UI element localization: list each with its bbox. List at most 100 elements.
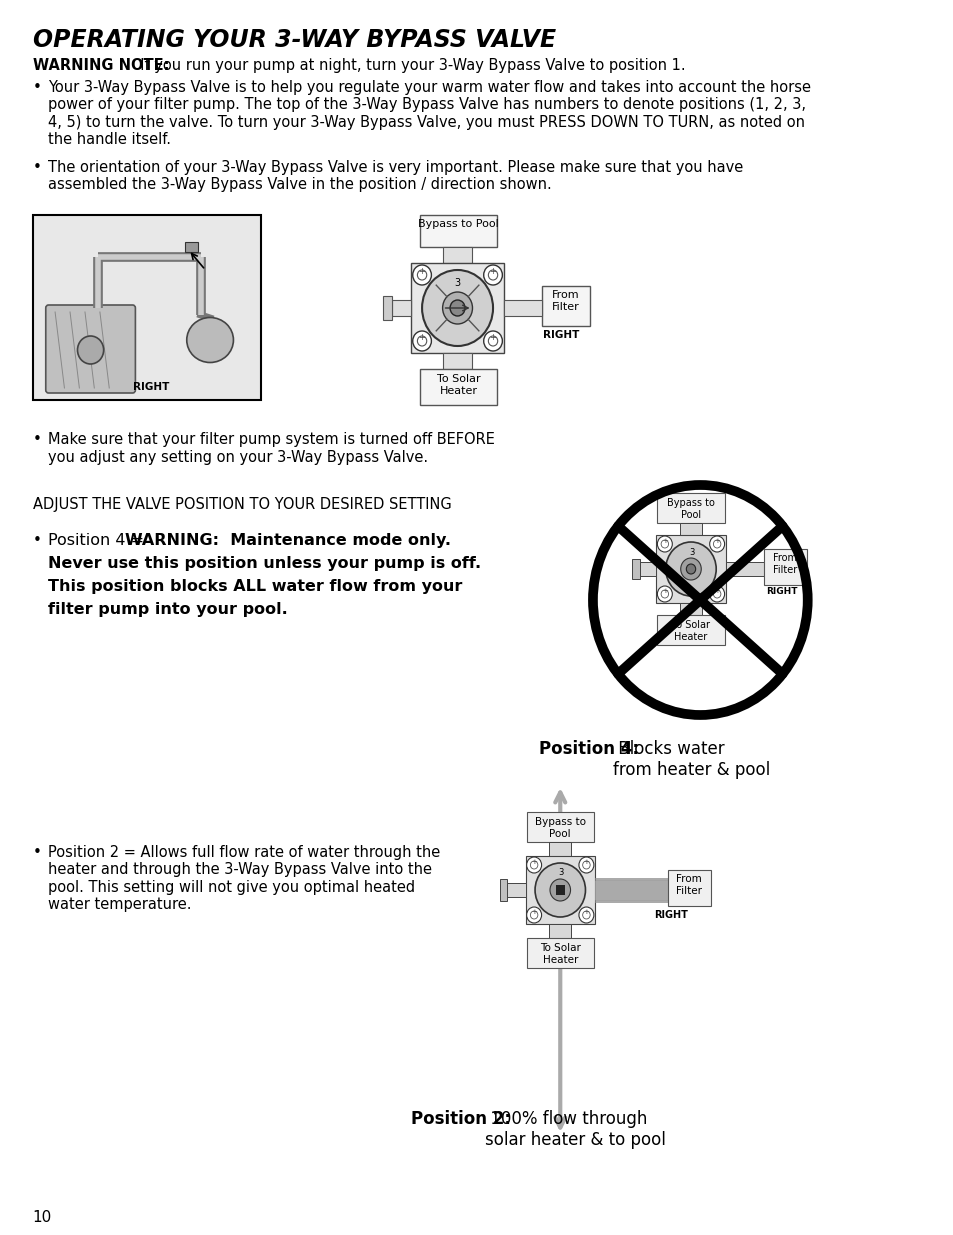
Text: +: + bbox=[531, 860, 537, 864]
Text: 3: 3 bbox=[558, 868, 563, 877]
Text: RIGHT: RIGHT bbox=[543, 330, 579, 340]
Bar bbox=[656, 535, 725, 603]
FancyBboxPatch shape bbox=[657, 493, 724, 522]
Circle shape bbox=[526, 857, 541, 873]
Text: +: + bbox=[531, 909, 537, 915]
FancyBboxPatch shape bbox=[526, 939, 594, 968]
Text: +: + bbox=[661, 588, 667, 594]
Text: ADJUST THE VALVE POSITION TO YOUR DESIRED SETTING: ADJUST THE VALVE POSITION TO YOUR DESIRE… bbox=[32, 496, 451, 513]
Circle shape bbox=[578, 857, 594, 873]
Circle shape bbox=[578, 906, 594, 923]
Circle shape bbox=[421, 270, 493, 346]
Text: •: • bbox=[32, 80, 42, 95]
Circle shape bbox=[483, 266, 502, 285]
Bar bbox=[549, 842, 571, 856]
Text: To Solar
Heater: To Solar Heater bbox=[671, 620, 709, 642]
Circle shape bbox=[680, 558, 700, 580]
FancyBboxPatch shape bbox=[541, 287, 590, 326]
Circle shape bbox=[709, 536, 724, 552]
Bar bbox=[442, 353, 472, 369]
Text: Never use this position unless your pump is off.: Never use this position unless your pump… bbox=[48, 556, 480, 571]
Text: •: • bbox=[32, 845, 42, 860]
Bar bbox=[525, 856, 594, 924]
Text: +: + bbox=[714, 588, 720, 594]
Text: From
Filter: From Filter bbox=[676, 874, 701, 895]
Circle shape bbox=[550, 879, 570, 902]
Text: From
Filter: From Filter bbox=[772, 553, 797, 574]
Text: +: + bbox=[418, 332, 425, 342]
Text: 10: 10 bbox=[32, 1210, 51, 1225]
Bar bbox=[555, 885, 564, 895]
Text: Bypass to Pool: Bypass to Pool bbox=[417, 219, 498, 228]
Bar bbox=[679, 522, 701, 535]
Circle shape bbox=[450, 300, 464, 316]
Text: Make sure that your filter pump system is turned off BEFORE: Make sure that your filter pump system i… bbox=[48, 432, 494, 447]
Circle shape bbox=[685, 564, 695, 574]
Bar bbox=[32, 215, 261, 400]
Text: RIGHT: RIGHT bbox=[765, 587, 797, 597]
Ellipse shape bbox=[187, 317, 233, 363]
Text: •: • bbox=[32, 432, 42, 447]
Bar bbox=[504, 300, 541, 316]
Circle shape bbox=[593, 485, 807, 715]
Text: OPERATING YOUR 3-WAY BYPASS VALVE: OPERATING YOUR 3-WAY BYPASS VALVE bbox=[32, 28, 556, 52]
Text: +: + bbox=[583, 860, 589, 864]
FancyBboxPatch shape bbox=[419, 215, 497, 247]
Bar bbox=[679, 603, 701, 615]
Bar bbox=[632, 559, 639, 579]
Text: To Solar
Heater: To Solar Heater bbox=[539, 944, 580, 965]
Text: +: + bbox=[418, 267, 425, 275]
Text: From
Filter: From Filter bbox=[552, 290, 579, 311]
Bar bbox=[411, 263, 504, 353]
Circle shape bbox=[483, 331, 502, 351]
Text: RIGHT: RIGHT bbox=[132, 382, 169, 391]
Text: Your 3-Way Bypass Valve is to help you regulate your warm water flow and takes i: Your 3-Way Bypass Valve is to help you r… bbox=[48, 80, 810, 147]
Bar bbox=[392, 300, 411, 316]
FancyBboxPatch shape bbox=[667, 869, 710, 906]
Text: RIGHT: RIGHT bbox=[653, 910, 687, 920]
Text: +: + bbox=[489, 332, 496, 342]
Text: 3: 3 bbox=[455, 278, 460, 288]
Text: +: + bbox=[489, 267, 496, 275]
Text: Bypass to
Pool: Bypass to Pool bbox=[535, 818, 585, 839]
Bar bbox=[382, 296, 392, 320]
Text: Bypass to
Pool: Bypass to Pool bbox=[666, 498, 714, 520]
Text: If you run your pump at night, turn your 3-Way Bypass Valve to position 1.: If you run your pump at night, turn your… bbox=[131, 58, 684, 73]
Bar bbox=[185, 242, 198, 252]
Text: Position 4:: Position 4: bbox=[538, 740, 639, 758]
Circle shape bbox=[442, 291, 472, 324]
Text: +: + bbox=[661, 538, 667, 543]
Circle shape bbox=[657, 585, 672, 601]
Circle shape bbox=[709, 585, 724, 601]
Bar bbox=[639, 562, 656, 576]
Text: This position blocks ALL water flow from your: This position blocks ALL water flow from… bbox=[48, 579, 461, 594]
Bar bbox=[506, 883, 525, 897]
FancyBboxPatch shape bbox=[419, 369, 497, 405]
Text: you adjust any setting on your 3-Way Bypass Valve.: you adjust any setting on your 3-Way Byp… bbox=[48, 450, 427, 466]
Text: filter pump into your pool.: filter pump into your pool. bbox=[48, 601, 287, 618]
Bar bbox=[594, 876, 667, 904]
Text: Position 4 =: Position 4 = bbox=[48, 534, 149, 548]
Text: Position 2 = Allows full flow rate of water through the
heater and through the 3: Position 2 = Allows full flow rate of wa… bbox=[48, 845, 439, 913]
Bar bbox=[725, 562, 763, 576]
Text: 3: 3 bbox=[688, 548, 694, 557]
Text: 100% flow through
solar heater & to pool: 100% flow through solar heater & to pool bbox=[484, 1110, 665, 1149]
Text: The orientation of your 3-Way Bypass Valve is very important. Please make sure t: The orientation of your 3-Way Bypass Val… bbox=[48, 161, 742, 193]
Circle shape bbox=[413, 266, 431, 285]
Text: +: + bbox=[714, 538, 720, 543]
Circle shape bbox=[413, 331, 431, 351]
FancyBboxPatch shape bbox=[46, 305, 135, 393]
Bar bbox=[499, 879, 506, 902]
Text: WARNING:  Maintenance mode only.: WARNING: Maintenance mode only. bbox=[125, 534, 451, 548]
Text: •: • bbox=[32, 534, 42, 548]
Circle shape bbox=[535, 863, 585, 918]
Text: To Solar
Heater: To Solar Heater bbox=[436, 374, 479, 395]
Text: Blocks water
from heater & pool: Blocks water from heater & pool bbox=[612, 740, 769, 779]
Text: Position 2:: Position 2: bbox=[411, 1110, 510, 1128]
Bar bbox=[442, 247, 472, 263]
FancyBboxPatch shape bbox=[657, 615, 724, 645]
Circle shape bbox=[657, 536, 672, 552]
Text: •: • bbox=[32, 161, 42, 175]
Text: +: + bbox=[583, 909, 589, 915]
Bar bbox=[549, 924, 571, 939]
